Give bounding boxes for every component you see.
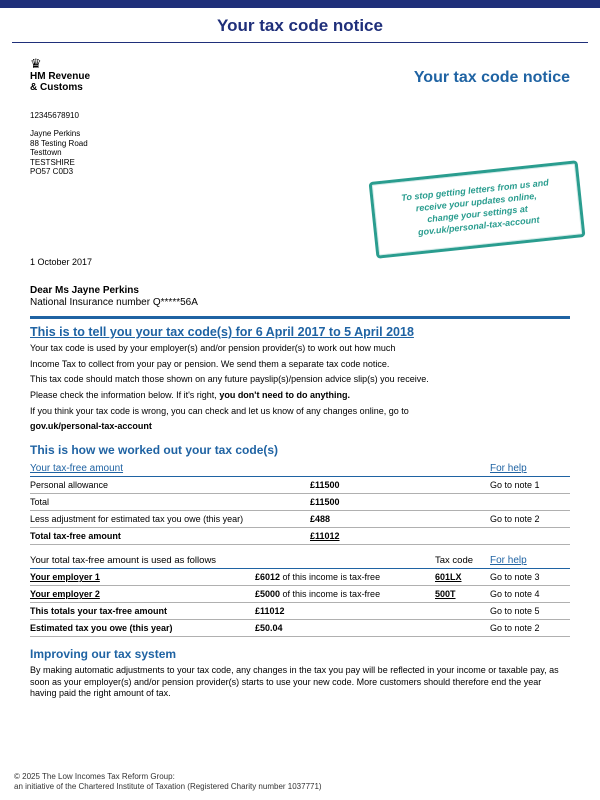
- letter-body: ♛ HM Revenue & Customs Your tax code not…: [0, 43, 600, 700]
- table2-caption: Your total tax-free amount is used as fo…: [30, 555, 570, 569]
- improving-heading: Improving our tax system: [30, 647, 570, 661]
- improving-body: By making automatic adjustments to your …: [30, 665, 570, 700]
- hmrc-name-2: & Customs: [30, 82, 90, 93]
- reference-number: 12345678910: [30, 111, 570, 121]
- row-label: Total tax-free amount: [30, 531, 310, 541]
- row-label: Less adjustment for estimated tax you ow…: [30, 514, 310, 524]
- ni-line: National Insurance number Q*****56A: [30, 297, 570, 308]
- top-brand-bar: [0, 0, 600, 8]
- salutation: Dear Ms Jayne Perkins: [30, 285, 570, 296]
- section-bar: [30, 316, 570, 319]
- row-note: Go to note 5: [490, 606, 570, 616]
- footer: © 2025 The Low Incomes Tax Reform Group:…: [14, 772, 586, 792]
- row-amount: £11500: [310, 480, 490, 490]
- row-code: 601LX: [435, 572, 490, 582]
- headline: This is to tell you your tax code(s) for…: [30, 325, 570, 339]
- split-mid: Tax code: [435, 555, 490, 566]
- row-label: Your employer 2: [30, 589, 255, 599]
- row-note: Go to note 1: [490, 480, 570, 490]
- para5-link: gov.uk/personal-tax-account: [30, 421, 152, 431]
- addr-name: Jayne Perkins: [30, 129, 570, 139]
- table1-caption: Your tax-free amount For help: [30, 463, 570, 477]
- ni-number: Q*****56A: [153, 297, 198, 308]
- row-label: Estimated tax you owe (this year): [30, 623, 255, 633]
- split-left: Your total tax-free amount is used as fo…: [30, 555, 435, 566]
- hmrc-logo: ♛ HM Revenue & Customs: [30, 57, 90, 93]
- row-note: Go to note 4: [490, 589, 570, 599]
- improving-body-text: By making automatic adjustments to your …: [30, 665, 570, 700]
- para5: If you think your tax code is wrong, you…: [30, 406, 409, 416]
- addr-line1: 88 Testing Road: [30, 139, 570, 149]
- row-note: Go to note 2: [490, 623, 570, 633]
- table-row: Less adjustment for estimated tax you ow…: [30, 511, 570, 528]
- allocation-table: Your employer 1£6012 of this income is t…: [30, 569, 570, 637]
- worked-out-heading: This is how we worked out your tax code(…: [30, 443, 570, 457]
- table-row: Your employer 2£5000 of this income is t…: [30, 586, 570, 603]
- addr-line2: Testtown: [30, 148, 570, 158]
- footer-line2: an initiative of the Chartered Institute…: [14, 782, 586, 792]
- addr-line3: TESTSHIRE: [30, 158, 570, 168]
- row-amount: £11500: [310, 497, 490, 507]
- table-row: Estimated tax you owe (this year)£50.04 G…: [30, 620, 570, 637]
- tax-free-table: Personal allowance£11500Go to note 1Tota…: [30, 477, 570, 545]
- table-row: Your employer 1£6012 of this income is t…: [30, 569, 570, 586]
- table-row: This totals your tax-free amount£11012 Go…: [30, 603, 570, 620]
- row-amount: £11012: [255, 606, 435, 616]
- row-amount: £50.04: [255, 623, 435, 633]
- document-title: Your tax code notice: [414, 57, 570, 87]
- row-label: This totals your tax-free amount: [30, 606, 255, 616]
- para2: Income Tax to collect from your pay or p…: [30, 359, 389, 369]
- row-label: Personal allowance: [30, 480, 310, 490]
- row-label: Your employer 1: [30, 572, 255, 582]
- row-amount: £6012 of this income is tax-free: [255, 572, 435, 582]
- para4b: you don't need to do anything.: [219, 390, 350, 400]
- row-code: 500T: [435, 589, 490, 599]
- row-amount: £488: [310, 514, 490, 524]
- crown-icon: ♛: [30, 57, 90, 70]
- row-amount: £5000 of this income is tax-free: [255, 589, 435, 599]
- para1: Your tax code is used by your employer(s…: [30, 343, 395, 353]
- table-row: Total£11500: [30, 494, 570, 511]
- row-label: Total: [30, 497, 310, 507]
- table-row-total: Total tax-free amount£11012: [30, 528, 570, 545]
- row-amount: £11012: [310, 531, 490, 541]
- cap-forhelp: For help: [490, 463, 570, 474]
- footer-line1: © 2025 The Low Incomes Tax Reform Group:: [14, 772, 586, 782]
- page-title: Your tax code notice: [0, 8, 600, 42]
- hmrc-name-1: HM Revenue: [30, 71, 90, 82]
- row-note: Go to note 3: [490, 572, 570, 582]
- table-row: Personal allowance£11500Go to note 1: [30, 477, 570, 494]
- para4a: Please check the information below. If i…: [30, 390, 219, 400]
- intro-text: Your tax code is used by your employer(s…: [30, 343, 570, 433]
- row-note: Go to note 2: [490, 514, 570, 524]
- split-right: For help: [490, 555, 570, 566]
- letter-date: 1 October 2017: [30, 257, 570, 267]
- cap-taxfree: Your tax-free amount: [30, 463, 490, 474]
- ni-label: National Insurance number: [30, 297, 153, 308]
- para3: This tax code should match those shown o…: [30, 374, 429, 384]
